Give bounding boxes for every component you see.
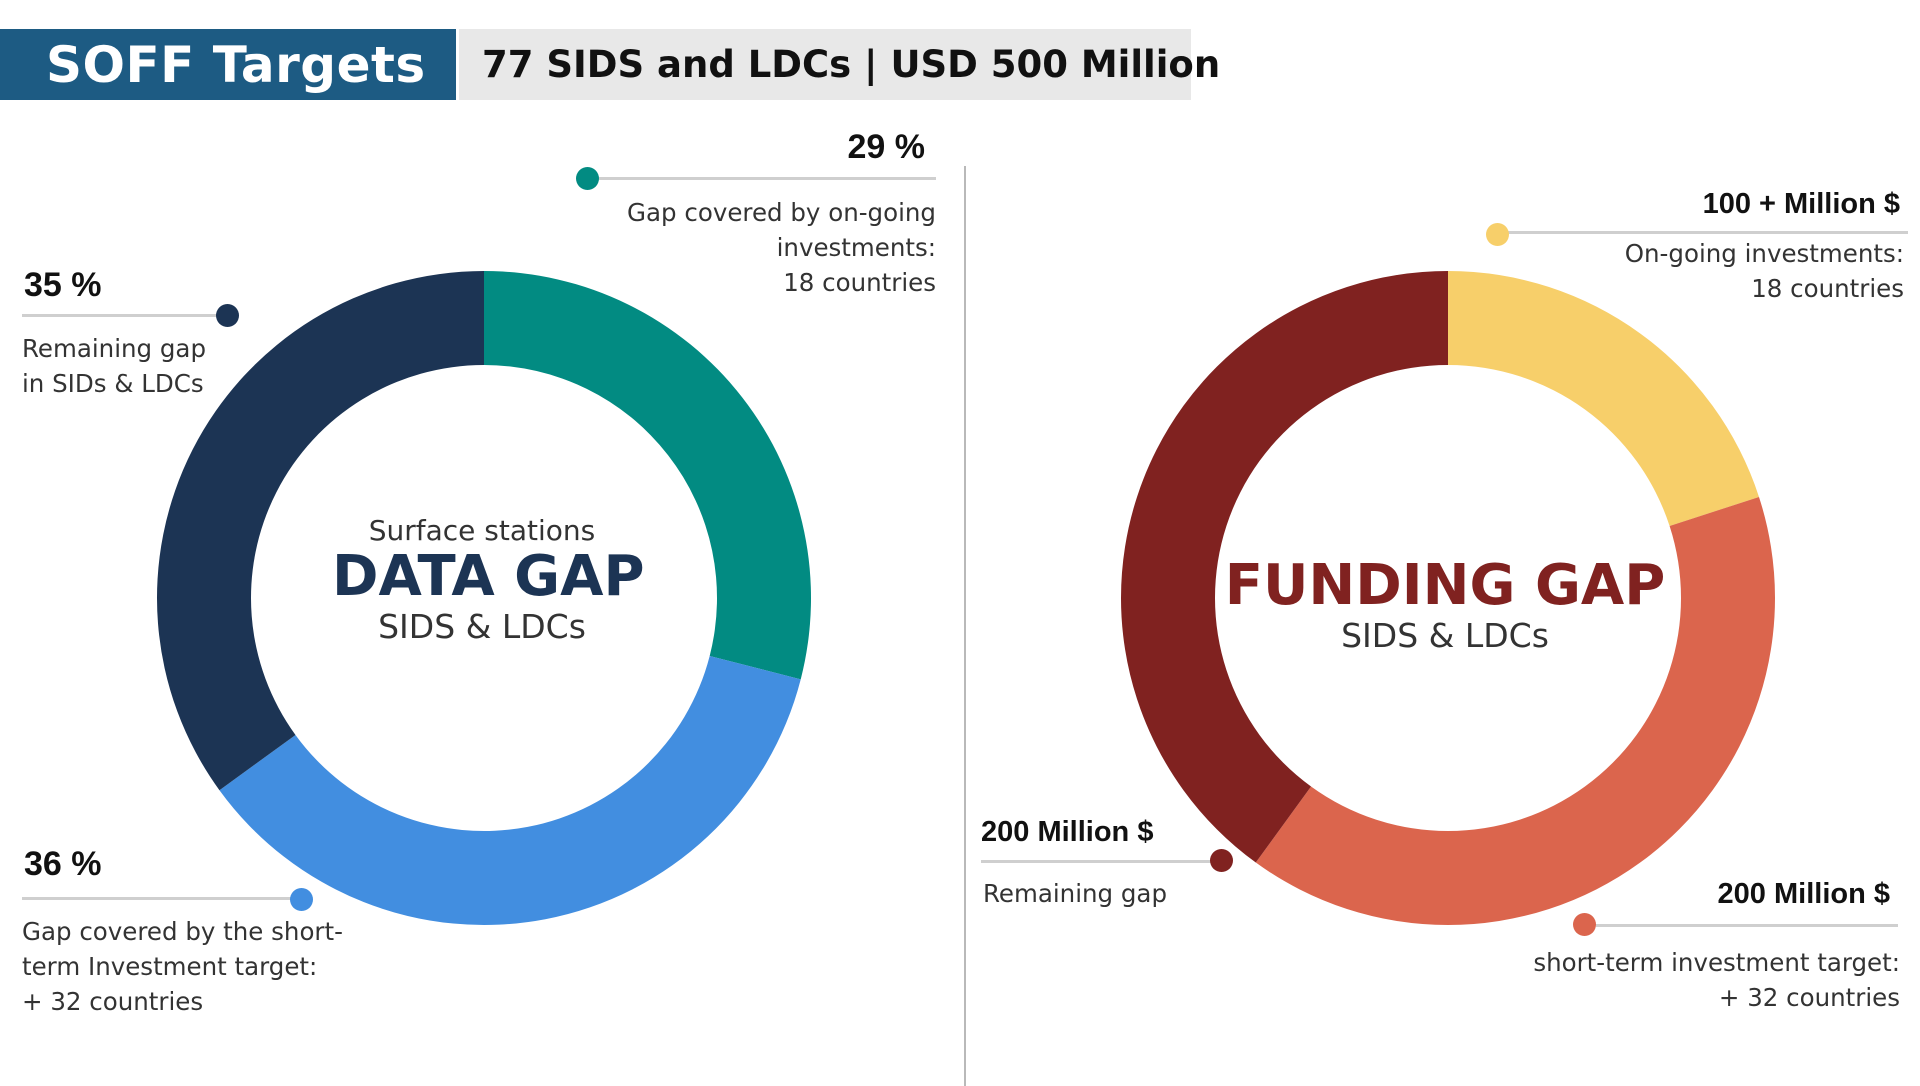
funding-gap-remaining-desc-line1: Remaining gap <box>983 879 1168 908</box>
data-gap-donut <box>157 271 811 925</box>
funding-gap-short-term-leader <box>1596 924 1898 927</box>
funding-gap-short-term-marker <box>1573 913 1596 936</box>
data-gap-ongoing-desc-line2: investments: <box>776 233 936 262</box>
data-gap-short-term-leader <box>22 897 300 900</box>
funding-gap-remaining-segment <box>1121 271 1448 863</box>
data-gap-short-term-segment <box>219 655 801 925</box>
funding-gap-ongoing-segment <box>1448 271 1759 526</box>
data-gap-ongoing-desc-line1: Gap covered by on-going <box>627 198 936 227</box>
data-gap-ongoing-segment <box>484 271 811 680</box>
data-gap-ongoing-desc: Gap covered by on-going investments: 18 … <box>520 195 936 300</box>
data-gap-ongoing-value: 29 % <box>743 128 926 167</box>
funding-gap-short-term-desc: short-term investment target: + 32 count… <box>1530 945 1900 1015</box>
funding-gap-remaining-desc: Remaining gap <box>983 876 1167 911</box>
data-gap-remaining-desc-line1: Remaining gap <box>22 334 207 363</box>
data-gap-ongoing-value-text: 29 % <box>847 128 926 166</box>
data-gap-title: DATA GAP <box>332 544 645 609</box>
data-gap-center: Surface stations DATA GAP SIDS & LDCs <box>332 514 645 646</box>
data-gap-subtitle: SIDS & LDCs <box>378 607 586 646</box>
funding-gap-ongoing-desc: On-going investments: 18 countries <box>1560 236 1904 306</box>
data-gap-ongoing-marker <box>576 167 599 190</box>
data-gap-remaining-value: 35 % <box>24 266 102 304</box>
data-gap-remaining-desc-line2: in SIDs & LDCs <box>22 369 204 398</box>
data-gap-short-term-value: 36 % <box>24 845 102 883</box>
header-title-box: SOFF Targets <box>0 29 456 100</box>
data-gap-short-term-desc-line2: term Investment target: <box>22 952 318 981</box>
funding-gap-ongoing-leader <box>1508 231 1908 234</box>
data-gap-center-small: Surface stations <box>368 514 596 547</box>
funding-gap-ongoing-desc-line1: On-going investments: <box>1624 239 1904 268</box>
funding-gap-title: FUNDING GAP <box>1224 553 1666 618</box>
page-title: SOFF Targets <box>46 35 426 94</box>
funding-gap-remaining-marker <box>1210 849 1233 872</box>
funding-gap-ongoing-value: 100 + Million $ <box>1702 188 1900 220</box>
funding-gap-short-term-desc-line1: short-term investment target: <box>1533 948 1900 977</box>
panel-divider <box>964 166 966 1086</box>
data-gap-short-term-desc-line1: Gap covered by the short- <box>22 917 343 946</box>
data-gap-short-term-desc-line3: + 32 countries <box>22 987 204 1016</box>
page-subtitle: 77 SIDS and LDCs | USD 500 Million <box>482 43 1221 86</box>
data-gap-short-term-marker <box>290 888 313 911</box>
data-gap-ongoing-desc-line3: 18 countries <box>783 268 936 297</box>
header-subtitle-box: 77 SIDS and LDCs | USD 500 Million <box>459 29 1220 100</box>
data-gap-remaining-marker <box>216 304 239 327</box>
funding-gap-short-term-segment <box>1255 496 1776 925</box>
funding-gap-ongoing-marker <box>1486 223 1509 246</box>
funding-gap-donut <box>1121 271 1776 925</box>
funding-gap-ongoing-desc-line2: 18 countries <box>1751 274 1904 303</box>
data-gap-remaining-desc: Remaining gap in SIDs & LDCs <box>22 331 206 401</box>
data-gap-remaining-segment <box>157 271 484 791</box>
funding-gap-subtitle: SIDS & LDCs <box>1341 616 1549 655</box>
funding-gap-short-term-value: 200 Million $ <box>1717 878 1890 910</box>
funding-gap-remaining-leader <box>981 860 1217 863</box>
data-gap-remaining-leader <box>22 314 228 317</box>
funding-gap-remaining-value: 200 Million $ <box>981 816 1154 848</box>
funding-gap-short-term-desc-line2: + 32 countries <box>1718 983 1900 1012</box>
data-gap-ongoing-leader <box>588 177 936 180</box>
funding-gap-center: FUNDING GAP SIDS & LDCs <box>1215 553 1675 656</box>
data-gap-short-term-desc: Gap covered by the short- term Investmen… <box>22 914 343 1019</box>
